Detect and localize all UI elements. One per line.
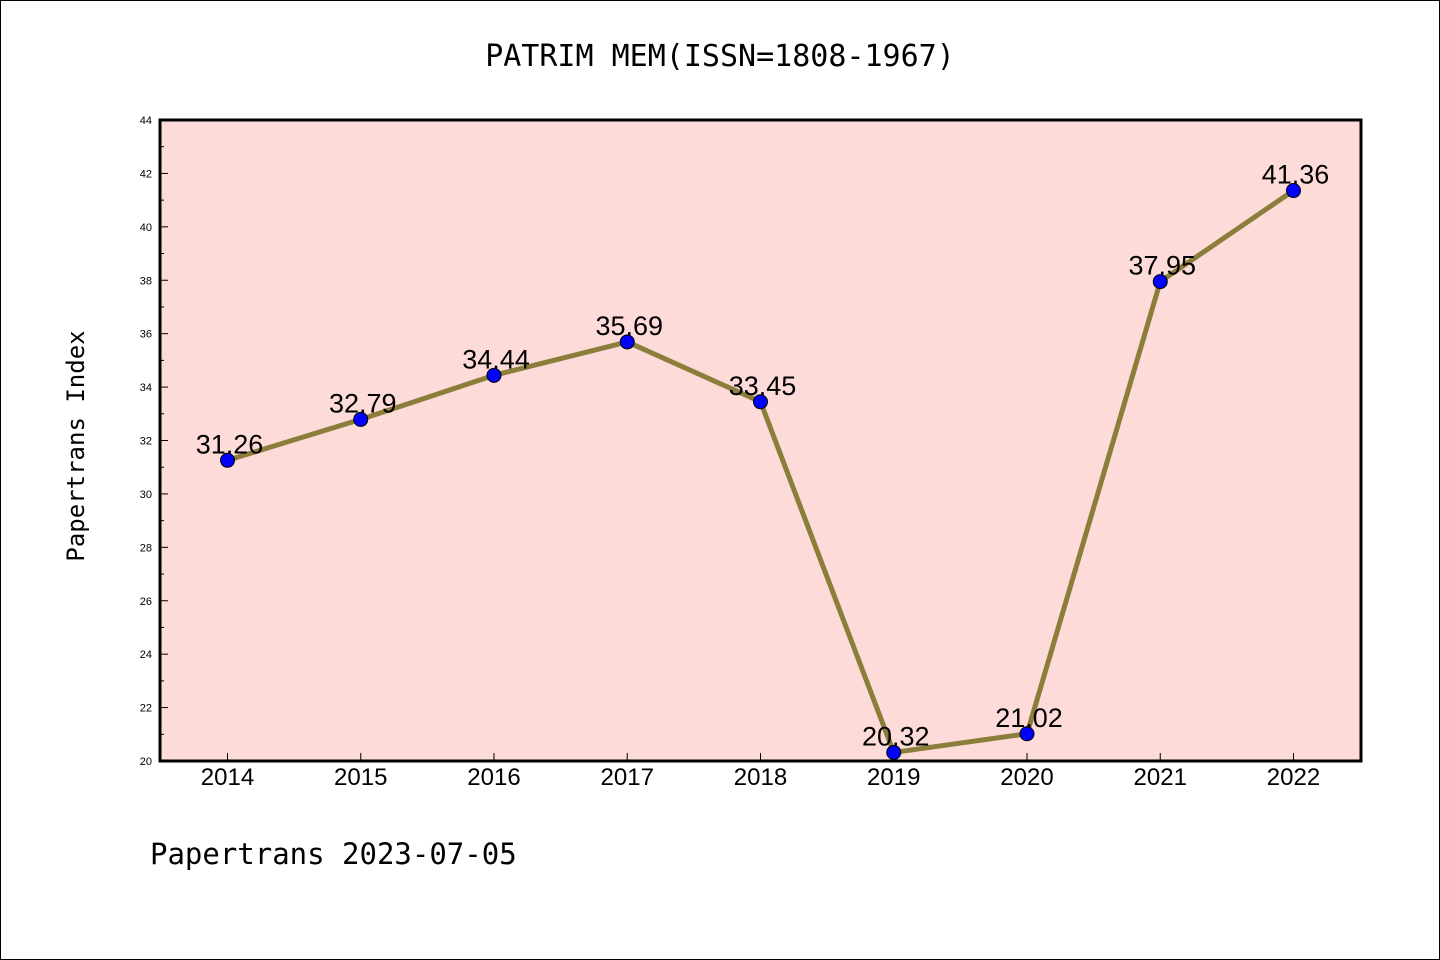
data-label: 35.69 [595, 311, 663, 341]
data-label: 20.32 [862, 721, 930, 751]
x-tick-label: 2019 [867, 764, 920, 791]
data-point [353, 411, 369, 427]
y-tick-label: 38 [140, 275, 152, 287]
x-tick-label: 2015 [334, 764, 387, 791]
data-point [1286, 183, 1301, 199]
data-point [220, 452, 235, 468]
x-tick-label: 2017 [601, 764, 654, 791]
data-label: 32.79 [329, 388, 397, 418]
y-tick-label: 44 [140, 115, 152, 127]
data-label: 33.45 [729, 371, 797, 401]
y-tick-label: 40 [140, 222, 152, 234]
y-tick-label: 24 [140, 649, 152, 661]
x-tick-label: 2020 [1000, 764, 1053, 791]
y-tick-label: 22 [140, 703, 152, 715]
data-point [1152, 274, 1168, 290]
data-label: 37.95 [1128, 251, 1196, 281]
data-point [486, 367, 502, 383]
y-tick-label: 34 [140, 382, 152, 394]
y-tick-label: 36 [140, 329, 152, 341]
y-tick-label: 32 [140, 436, 152, 448]
data-label: 41.36 [1262, 160, 1330, 190]
x-tick-label: 2022 [1267, 764, 1320, 791]
data-point [886, 744, 902, 760]
data-label: 21.02 [995, 703, 1063, 733]
data-labels: 31.26 32.79 34.44 35.69 33.45 20.32 21.02 37.95… [196, 160, 1330, 752]
series-papertrans-index [220, 183, 1301, 760]
x-tick-label: 2018 [734, 764, 787, 791]
data-label: 34.44 [462, 344, 530, 374]
data-point [1019, 726, 1035, 742]
x-axis: 2014 2015 2016 2017 2018 2019 2020 2021 2022 [201, 753, 1320, 791]
data-point [753, 394, 768, 410]
chart-title: PATRIM MEM(ISSN=1808-1967) [485, 39, 955, 74]
plot-area [158, 118, 1363, 763]
x-tick-label: 2021 [1134, 764, 1187, 791]
y-tick-label: 26 [140, 596, 152, 608]
y-axis-label: Papertrans Index [62, 330, 90, 561]
y-tick-label: 28 [140, 542, 152, 554]
x-tick-label: 2016 [467, 764, 520, 791]
footer-text: Papertrans 2023-07-05 [150, 837, 517, 871]
x-tick-label: 2014 [201, 764, 254, 791]
y-tick-label: 30 [140, 489, 152, 501]
y-tick-label: 20 [140, 756, 152, 768]
data-point [619, 334, 635, 350]
data-label: 31.26 [196, 429, 264, 459]
y-axis: 20 22 24 26 28 30 32 34 36 38 40 42 44 [140, 115, 168, 768]
y-tick-label: 42 [140, 168, 152, 180]
